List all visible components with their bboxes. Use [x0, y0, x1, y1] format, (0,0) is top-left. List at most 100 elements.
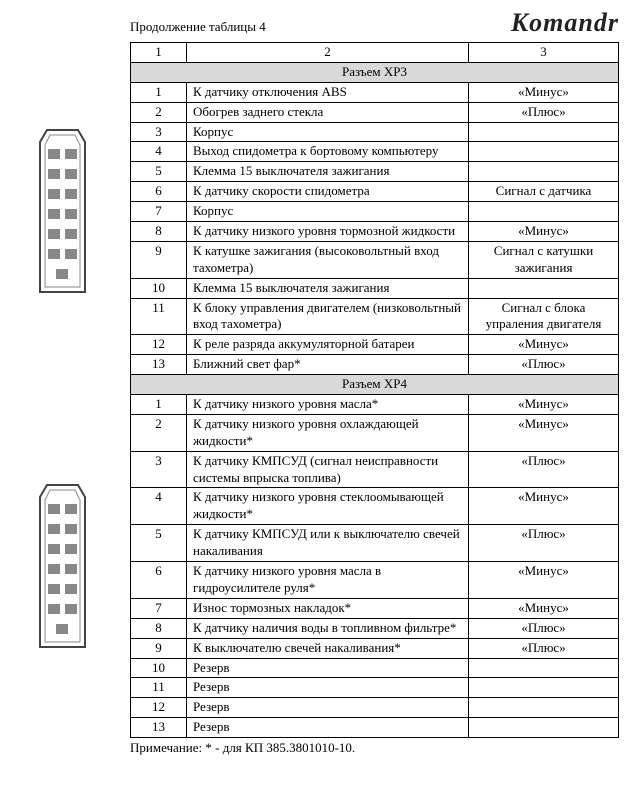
table-row: 6К датчику скорости спидометраСигнал с д… — [131, 182, 619, 202]
table-row: 13Резерв — [131, 718, 619, 738]
table-row: 11Резерв — [131, 678, 619, 698]
pin-description: К датчику КМПСУД или к выключателю свече… — [187, 525, 469, 562]
pin-signal: «Плюс» — [469, 102, 619, 122]
pin-signal — [469, 678, 619, 698]
pin-number: 10 — [131, 278, 187, 298]
pin-number: 5 — [131, 525, 187, 562]
pin-description: К реле разряда аккумуляторной батареи — [187, 335, 469, 355]
pin-description: К датчику наличия воды в топливном фильт… — [187, 618, 469, 638]
table-row: 2Обогрев заднего стекла«Плюс» — [131, 102, 619, 122]
pin-description: К датчику КМПСУД (сигнал неисправности с… — [187, 451, 469, 488]
table-row: 1К датчику низкого уровня масла*«Минус» — [131, 395, 619, 415]
pin-description: К датчику низкого уровня стеклоомывающей… — [187, 488, 469, 525]
table-row: 11К блоку управления двигателем (низково… — [131, 298, 619, 335]
pin-number: 12 — [131, 335, 187, 355]
pin-description: Резерв — [187, 678, 469, 698]
pin-number: 11 — [131, 678, 187, 698]
pin-number: 2 — [131, 414, 187, 451]
pin-description: Износ тормозных накладок* — [187, 598, 469, 618]
footnote: Примечание: * - для КП 385.3801010-10. — [0, 738, 639, 766]
pin-number: 3 — [131, 122, 187, 142]
pin-signal: «Плюс» — [469, 618, 619, 638]
pin-number: 1 — [131, 82, 187, 102]
table-row: 8К датчику низкого уровня тормозной жидк… — [131, 222, 619, 242]
pin-number: 9 — [131, 638, 187, 658]
table-row: 3К датчику КМПСУД (сигнал неисправности … — [131, 451, 619, 488]
pin-number: 10 — [131, 658, 187, 678]
pin-number: 7 — [131, 202, 187, 222]
pin-signal: «Минус» — [469, 598, 619, 618]
pin-number: 3 — [131, 451, 187, 488]
connector-diagrams — [0, 42, 130, 738]
pinout-table: 123Разъем ХР31К датчику отключения ABS«М… — [130, 42, 619, 738]
pin-signal: «Минус» — [469, 562, 619, 599]
table-row: 3Корпус — [131, 122, 619, 142]
pin-number: 8 — [131, 222, 187, 242]
pin-description: Корпус — [187, 202, 469, 222]
table-row: 5К датчику КМПСУД или к выключателю свеч… — [131, 525, 619, 562]
pin-description: Ближний свет фар* — [187, 355, 469, 375]
pin-signal — [469, 202, 619, 222]
pin-signal — [469, 718, 619, 738]
table-row: 10Клемма 15 выключателя зажигания — [131, 278, 619, 298]
pin-signal — [469, 122, 619, 142]
pin-signal: «Минус» — [469, 335, 619, 355]
pin-signal: «Плюс» — [469, 355, 619, 375]
pin-description: Клемма 15 выключателя зажигания — [187, 162, 469, 182]
table-row: 12Резерв — [131, 698, 619, 718]
column-header: 1 — [131, 43, 187, 63]
pin-description: К датчику скорости спидометра — [187, 182, 469, 202]
table-row: 12К реле разряда аккумуляторной батареи«… — [131, 335, 619, 355]
section-header: Разъем ХР4 — [131, 375, 619, 395]
table-row: 5Клемма 15 выключателя зажигания — [131, 162, 619, 182]
table-row: 7Износ тормозных накладок*«Минус» — [131, 598, 619, 618]
table-row: 4К датчику низкого уровня стеклоомывающе… — [131, 488, 619, 525]
table-row: 13Ближний свет фар*«Плюс» — [131, 355, 619, 375]
pin-signal: Сигнал с датчика — [469, 182, 619, 202]
pin-signal — [469, 658, 619, 678]
pin-number: 9 — [131, 241, 187, 278]
table-row: 9К катушке зажигания (высоковольтный вхо… — [131, 241, 619, 278]
pin-signal — [469, 142, 619, 162]
pin-description: К выключателю свечей накаливания* — [187, 638, 469, 658]
pin-number: 4 — [131, 488, 187, 525]
connector-xp4-icon — [35, 482, 90, 652]
table-row: 10Резерв — [131, 658, 619, 678]
pin-number: 6 — [131, 562, 187, 599]
table-row: 9К выключателю свечей накаливания*«Плюс» — [131, 638, 619, 658]
pin-description: Корпус — [187, 122, 469, 142]
pin-number: 11 — [131, 298, 187, 335]
pin-signal: «Минус» — [469, 414, 619, 451]
connector-xp3-icon — [35, 127, 90, 297]
pin-signal: «Плюс» — [469, 525, 619, 562]
pin-description: К датчику низкого уровня тормозной жидко… — [187, 222, 469, 242]
table-row: 8К датчику наличия воды в топливном филь… — [131, 618, 619, 638]
pin-description: Резерв — [187, 718, 469, 738]
pin-number: 13 — [131, 355, 187, 375]
pin-description: К датчику отключения ABS — [187, 82, 469, 102]
column-header: 3 — [469, 43, 619, 63]
pin-signal: «Минус» — [469, 82, 619, 102]
section-header: Разъем ХР3 — [131, 62, 619, 82]
pin-signal — [469, 278, 619, 298]
pin-description: Резерв — [187, 658, 469, 678]
pin-description: Клемма 15 выключателя зажигания — [187, 278, 469, 298]
pin-description: Обогрев заднего стекла — [187, 102, 469, 122]
pin-signal: Сигнал с блока упраления двигателя — [469, 298, 619, 335]
pin-number: 6 — [131, 182, 187, 202]
pin-number: 1 — [131, 395, 187, 415]
pin-signal: «Минус» — [469, 222, 619, 242]
pin-number: 8 — [131, 618, 187, 638]
pin-number: 5 — [131, 162, 187, 182]
pin-number: 4 — [131, 142, 187, 162]
pin-number: 7 — [131, 598, 187, 618]
table-row: 1К датчику отключения ABS«Минус» — [131, 82, 619, 102]
pin-number: 12 — [131, 698, 187, 718]
pin-description: К датчику низкого уровня охлаждающей жид… — [187, 414, 469, 451]
pin-signal: «Плюс» — [469, 451, 619, 488]
pin-description: К датчику низкого уровня масла в гидроус… — [187, 562, 469, 599]
table-row: 6К датчику низкого уровня масла в гидроу… — [131, 562, 619, 599]
table-row: 2К датчику низкого уровня охлаждающей жи… — [131, 414, 619, 451]
pin-signal — [469, 698, 619, 718]
pin-description: К датчику низкого уровня масла* — [187, 395, 469, 415]
